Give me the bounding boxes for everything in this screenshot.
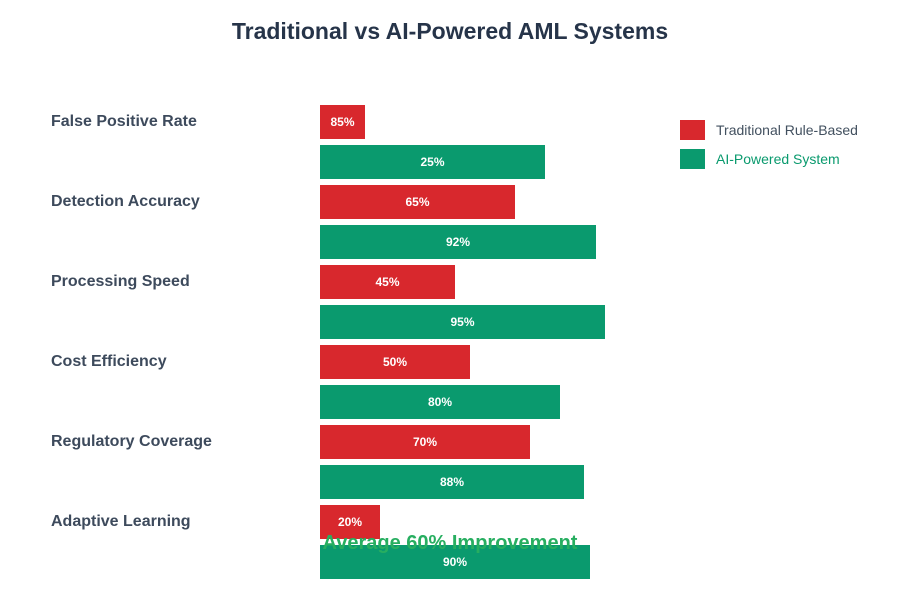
bar-value-label: 50% <box>382 355 408 369</box>
traditional-bar: 70% <box>320 425 530 459</box>
bar-value-label: 85% <box>330 115 355 129</box>
ai-bar: 25% <box>320 145 545 179</box>
traditional-bar: 20% <box>320 505 380 539</box>
bar-value-label: 80% <box>427 395 453 409</box>
traditional-bar: 65% <box>320 185 515 219</box>
bar-value-label: 95% <box>450 315 475 329</box>
ai-bar: 88% <box>320 465 584 499</box>
ai-bar: 95% <box>320 305 605 339</box>
ai-bar: 90% <box>320 545 590 579</box>
bar-value-label: 92% <box>445 235 471 249</box>
legend-swatch-ai-icon <box>680 149 705 169</box>
traditional-bar: 45% <box>320 265 455 299</box>
category-label: Detection Accuracy <box>51 193 200 210</box>
category-label: Processing Speed <box>51 273 190 290</box>
traditional-bar: 85% <box>320 105 365 139</box>
category-label: Cost Efficiency <box>51 353 167 370</box>
legend-item-traditional: Traditional Rule-Based <box>680 120 858 140</box>
bar-value-label: 25% <box>420 155 445 169</box>
bar-value-label: 90% <box>442 555 468 569</box>
legend-swatch-traditional-icon <box>680 120 705 140</box>
category-label: Adaptive Learning <box>51 513 191 530</box>
ai-bar: 80% <box>320 385 560 419</box>
chart-title: Traditional vs AI-Powered AML Systems <box>231 18 669 44</box>
bar-value-label: 45% <box>375 275 400 289</box>
category-label: Regulatory Coverage <box>51 433 212 450</box>
bar-value-label: 88% <box>439 475 465 489</box>
ai-bar: 92% <box>320 225 596 259</box>
traditional-bar: 50% <box>320 345 470 379</box>
bar-value-label: 70% <box>412 435 438 449</box>
legend-label-ai: AI-Powered System <box>716 151 840 167</box>
legend: Traditional Rule-Based AI-Powered System <box>680 120 858 169</box>
category-label: False Positive Rate <box>51 113 197 130</box>
bar-value-label: 20% <box>337 515 363 529</box>
average-improvement-annotation: Average 60% Improvement <box>322 532 578 554</box>
legend-item-ai: AI-Powered System <box>680 149 858 169</box>
legend-label-traditional: Traditional Rule-Based <box>716 122 858 138</box>
bar-value-label: 65% <box>405 195 430 209</box>
